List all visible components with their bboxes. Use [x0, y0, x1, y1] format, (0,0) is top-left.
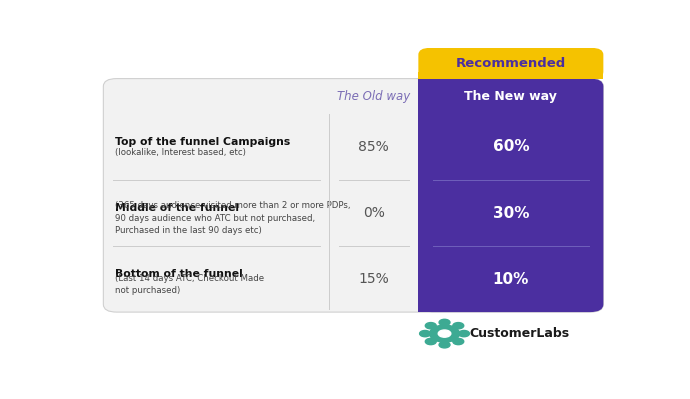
- Text: (365 days audience visited more than 2 or more PDPs,
90 days audience who ATC bu: (365 days audience visited more than 2 o…: [115, 201, 351, 235]
- Circle shape: [425, 338, 436, 345]
- Text: CustomerLabs: CustomerLabs: [469, 327, 569, 340]
- Circle shape: [453, 322, 464, 329]
- Text: Bottom of the funnel: Bottom of the funnel: [115, 269, 243, 279]
- FancyBboxPatch shape: [418, 79, 603, 312]
- Text: (Last 14 days ATC, Checkout Made
not purchased): (Last 14 days ATC, Checkout Made not pur…: [115, 274, 264, 295]
- Circle shape: [453, 338, 464, 345]
- Text: 85%: 85%: [359, 140, 389, 154]
- Text: The New way: The New way: [464, 90, 558, 103]
- Text: Recommended: Recommended: [455, 57, 566, 70]
- Text: (lookalike, Interest based, etc): (lookalike, Interest based, etc): [115, 148, 246, 157]
- Circle shape: [425, 322, 436, 329]
- Text: 60%: 60%: [493, 140, 529, 154]
- Text: 15%: 15%: [359, 272, 389, 286]
- Circle shape: [430, 325, 460, 342]
- Circle shape: [420, 330, 431, 337]
- Circle shape: [438, 330, 451, 337]
- Circle shape: [439, 319, 450, 326]
- Bar: [418, 72, 603, 79]
- Text: Top of the funnel Campaigns: Top of the funnel Campaigns: [115, 137, 290, 147]
- Text: 10%: 10%: [493, 272, 529, 286]
- Circle shape: [459, 330, 469, 337]
- Text: Middle of the funnel: Middle of the funnel: [115, 203, 239, 213]
- FancyBboxPatch shape: [418, 48, 603, 79]
- FancyBboxPatch shape: [104, 79, 603, 312]
- Text: 30%: 30%: [493, 205, 529, 221]
- Circle shape: [439, 342, 450, 348]
- Bar: [418, 79, 432, 312]
- Text: The Old way: The Old way: [337, 90, 411, 103]
- Text: 0%: 0%: [363, 206, 385, 220]
